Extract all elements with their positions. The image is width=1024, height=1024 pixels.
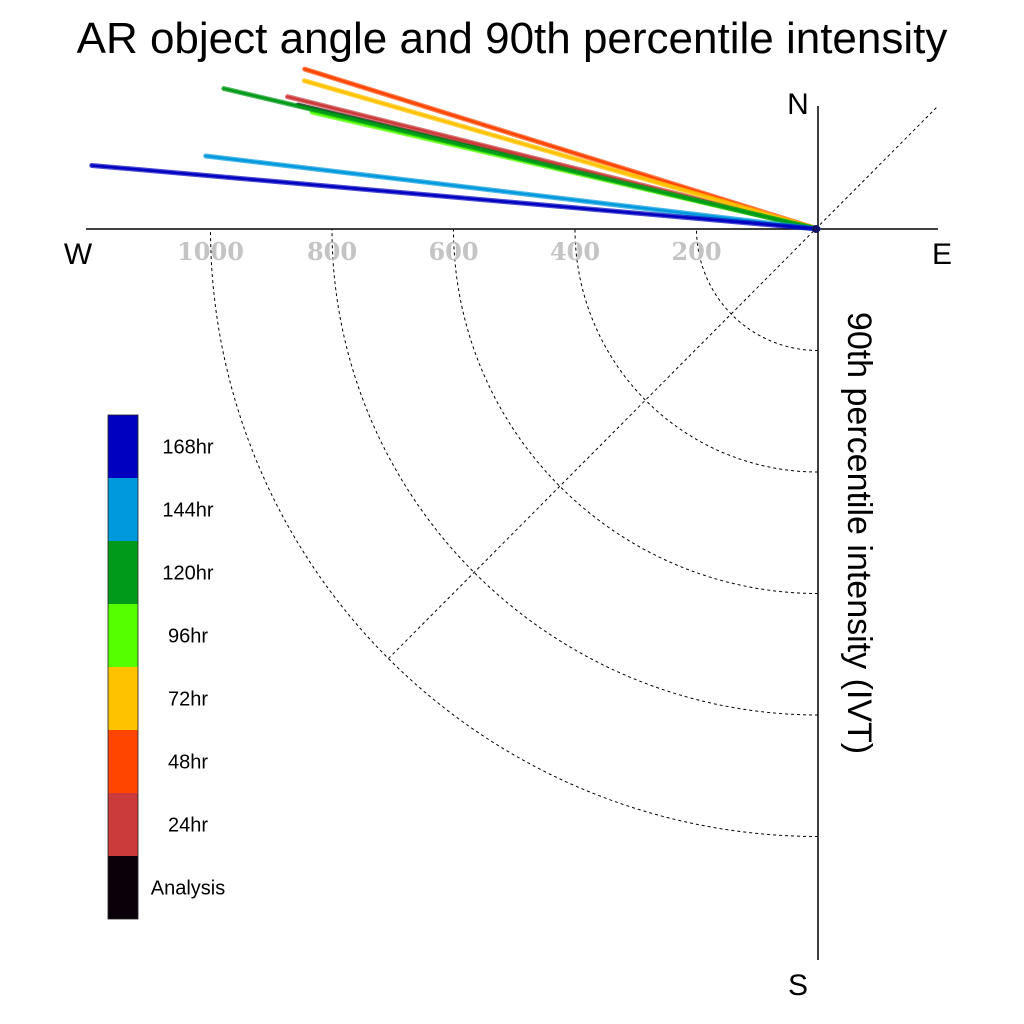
direction-east-label: E <box>932 238 952 271</box>
grid-arc <box>453 228 819 594</box>
radial-tick-label: 1000 <box>177 237 244 266</box>
direction-west-label: W <box>64 238 93 271</box>
legend-label: Analysis <box>151 878 225 900</box>
radial-tick-label: 200 <box>671 237 721 266</box>
origin-marker <box>812 225 820 233</box>
legend-swatch-144hr <box>108 478 138 541</box>
legend-label: 24hr <box>168 815 208 837</box>
legend-swatch-24hr <box>108 793 138 856</box>
radial-axis-label: 90th percentile intensity (IVT) <box>840 312 878 754</box>
radial-tick-label: 600 <box>428 237 478 266</box>
direction-north-label: N <box>787 88 809 121</box>
series-line-168hr <box>89 162 821 232</box>
legend-label: 96hr <box>168 626 208 648</box>
legend: 168hr 144hr 120hr 96hr 72hr 48hr 24hr Analysis <box>107 414 225 920</box>
legend-swatch-72hr <box>108 667 138 730</box>
grid-arc <box>696 228 819 351</box>
chart-title: AR object angle and 90th percentile inte… <box>76 14 948 63</box>
grid-arc <box>574 228 819 473</box>
grid-arc <box>331 228 819 716</box>
series-line-144hr <box>203 153 821 232</box>
legend-swatch-96hr <box>108 604 138 667</box>
grid-arc <box>210 228 819 837</box>
legend-label: 168hr <box>162 437 213 459</box>
legend-swatch-120hr <box>108 541 138 604</box>
legend-label: 144hr <box>162 500 213 522</box>
legend-label: 48hr <box>168 752 208 774</box>
series-line-120hr <box>221 86 821 232</box>
legend-swatch-analysis <box>108 856 138 919</box>
grid-diagonal <box>388 105 939 659</box>
legend-label: 120hr <box>162 563 213 585</box>
legend-swatch-168hr <box>108 415 138 478</box>
legend-label: 72hr <box>168 689 208 711</box>
radial-tick-label: 800 <box>307 237 357 266</box>
series-line-72hr <box>301 78 821 232</box>
radial-tick-label: 400 <box>550 237 600 266</box>
direction-south-label: S <box>788 969 808 1002</box>
legend-swatch-48hr <box>108 730 138 793</box>
